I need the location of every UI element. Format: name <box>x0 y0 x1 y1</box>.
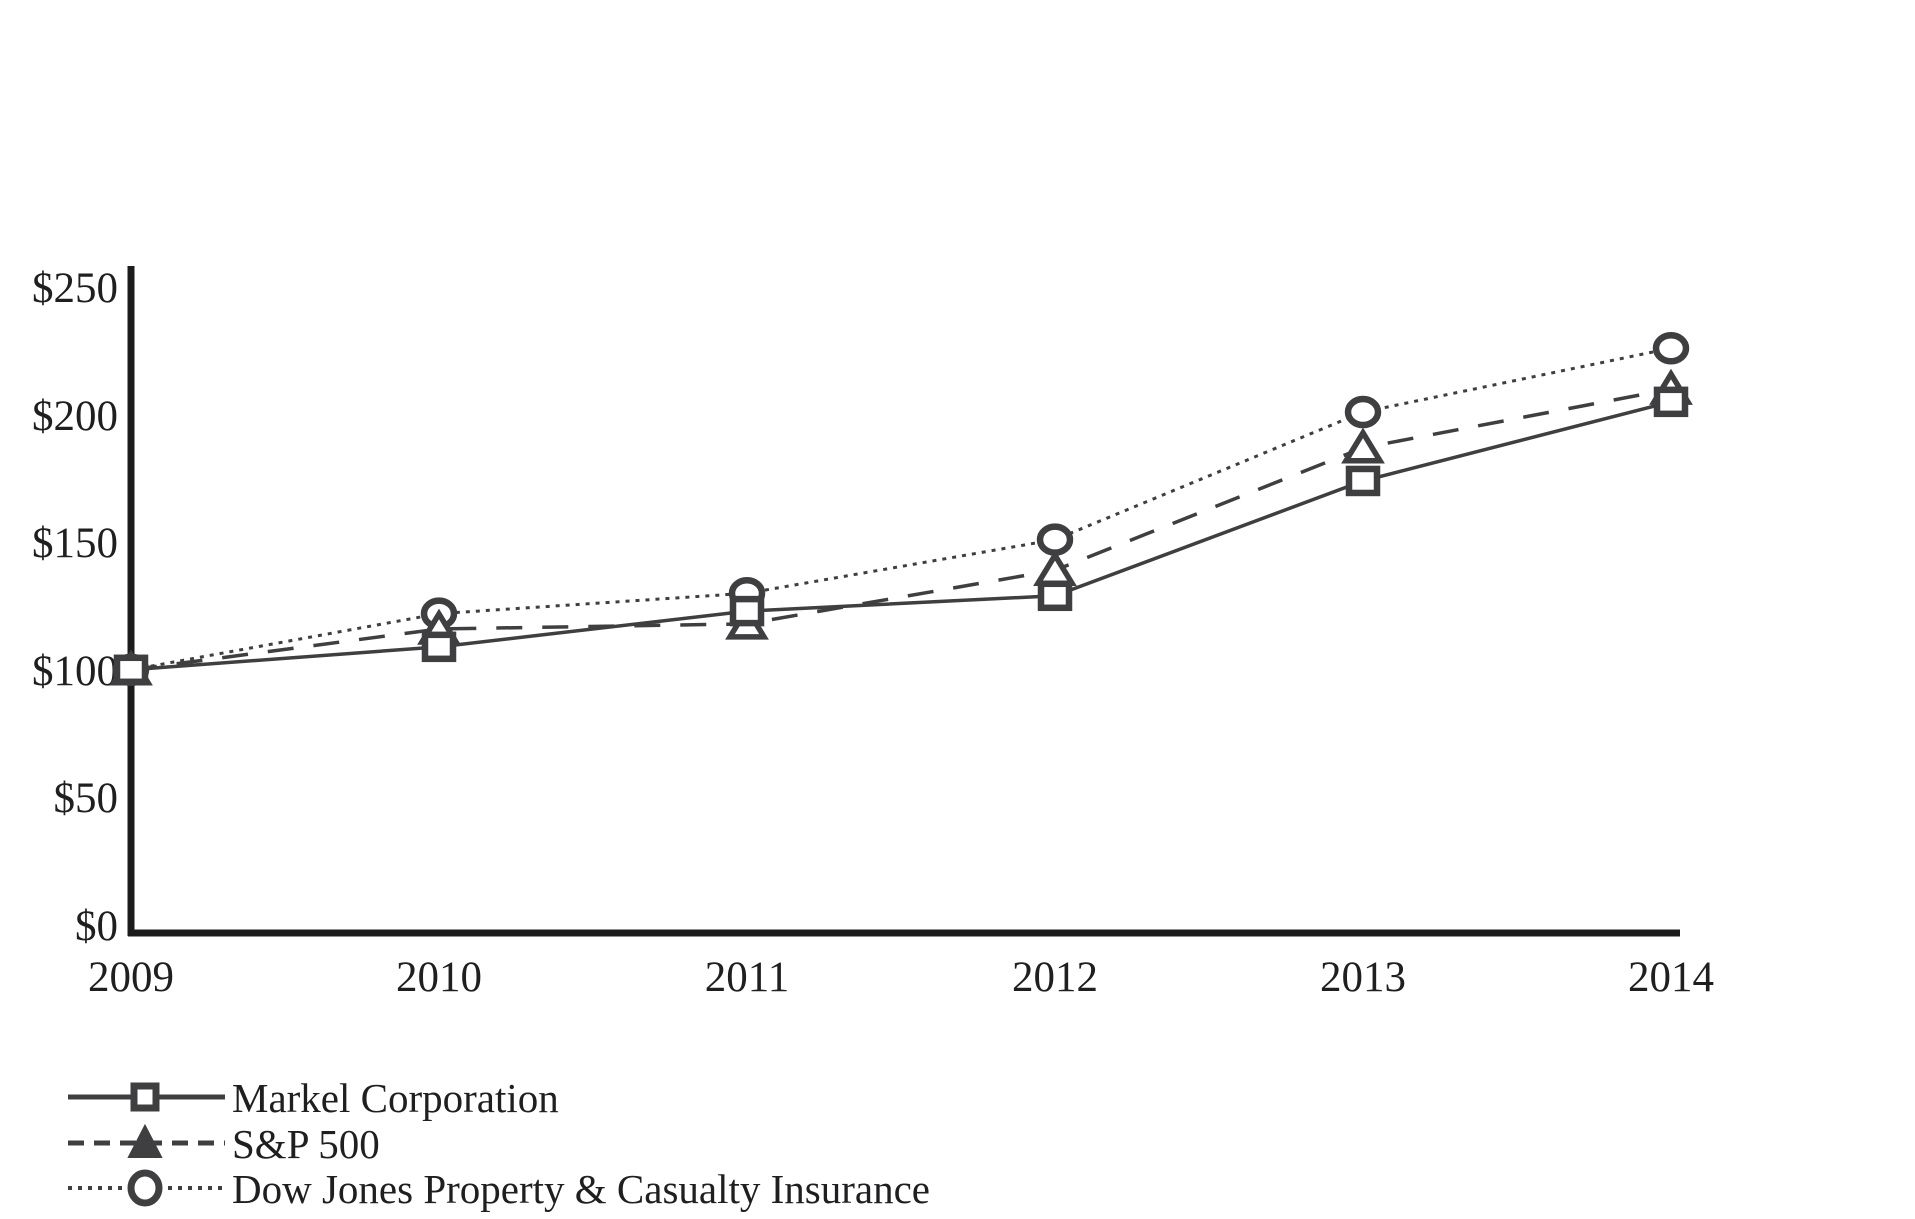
legend-label-markel: Markel Corporation <box>232 1075 559 1121</box>
legend-label-djpc: Dow Jones Property & Casualty Insurance <box>232 1166 930 1212</box>
s-p-500-marker <box>1033 549 1077 587</box>
x-tick-label: 2010 <box>396 954 482 1001</box>
legend-row-sp500: S&P 500 <box>68 1121 380 1167</box>
y-tick-label: $200 <box>32 393 118 440</box>
y-axis: $250 $200 $150 $100 $50 $0 <box>32 265 135 950</box>
dow-jones-property-casualty-insurance-marker <box>1344 395 1382 429</box>
markel-corporation-marker <box>421 631 457 663</box>
legend: Markel Corporation S&P 500 Dow Jones Pro… <box>68 1075 930 1212</box>
legend-label-sp500: S&P 500 <box>232 1121 380 1167</box>
square-marker-icon <box>130 1082 160 1112</box>
circle-marker-icon <box>127 1169 163 1207</box>
y-tick-label: $100 <box>32 648 118 695</box>
s-p-500-line <box>130 387 1672 672</box>
dow-jones-property-casualty-insurance-marker <box>1036 523 1074 556</box>
markel-corporation-marker <box>113 654 149 686</box>
y-tick-label: $150 <box>32 520 118 567</box>
legend-row-djpc: Dow Jones Property & Casualty Insurance <box>68 1166 930 1212</box>
markel-corporation-line <box>130 400 1672 672</box>
dow-jones-property-casualty-insurance-line <box>130 346 1672 672</box>
markel-corporation-marker <box>1037 580 1073 612</box>
x-tick-label: 2014 <box>1628 954 1714 1001</box>
s-p-500-marker <box>1341 427 1385 464</box>
x-tick-label: 2011 <box>705 954 789 1001</box>
x-tick-label: 2009 <box>88 954 174 1001</box>
markel-corporation-marker <box>1653 386 1689 418</box>
x-tick-label: 2012 <box>1012 954 1098 1001</box>
y-tick-label: $50 <box>54 775 119 822</box>
x-axis: 2009 2010 2011 2012 2013 2014 <box>88 929 1714 1001</box>
triangle-marker-icon <box>127 1123 163 1158</box>
plot-area <box>109 331 1693 687</box>
markel-corporation-marker <box>1345 465 1381 497</box>
dow-jones-property-casualty-insurance-marker <box>1652 331 1690 365</box>
y-tick-label: $250 <box>32 265 118 312</box>
markel-corporation-marker <box>729 595 765 627</box>
y-tick-label: $0 <box>75 903 118 950</box>
x-tick-label: 2013 <box>1320 954 1406 1001</box>
legend-row-markel: Markel Corporation <box>68 1075 559 1121</box>
